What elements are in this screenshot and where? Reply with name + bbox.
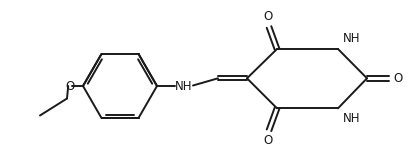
Text: NH: NH [175,79,192,93]
Text: O: O [263,134,272,147]
Text: O: O [263,10,272,23]
Text: O: O [65,79,74,93]
Text: O: O [392,72,401,85]
Text: NH: NH [342,112,360,125]
Text: NH: NH [342,32,360,45]
